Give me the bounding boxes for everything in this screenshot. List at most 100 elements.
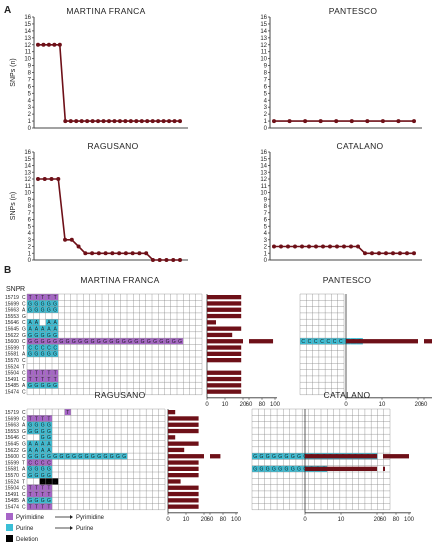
panel-label-a: A [4, 5, 11, 16]
variant-base: G [97, 339, 101, 345]
y-axis-label: SNPs (n) [10, 58, 17, 86]
y-tick-label: 15 [260, 157, 267, 163]
data-point [178, 119, 182, 124]
series-line [38, 178, 180, 261]
variant-base: G [28, 454, 32, 460]
variant-cell [120, 338, 127, 345]
variant-cell [45, 350, 52, 357]
bar-tick-label: 10 [338, 517, 345, 523]
variant-base: G [28, 383, 32, 389]
variant-cell [45, 459, 53, 466]
variant-cell [33, 350, 40, 357]
data-point [396, 119, 401, 124]
y-tick-label: 13 [260, 36, 267, 42]
frequency-bar [168, 498, 199, 503]
variant-cell [33, 453, 40, 460]
variant-cell [170, 338, 177, 345]
variant-cell [64, 338, 71, 345]
variant-cell [33, 338, 40, 345]
variant-base: T [47, 377, 50, 383]
data-point [356, 244, 360, 249]
variant-cell [45, 484, 53, 491]
variant-cell [70, 338, 77, 345]
variant-base: G [53, 339, 57, 345]
data-point [123, 251, 128, 256]
y-tick-label: 2 [28, 245, 32, 251]
reference-base: C [22, 390, 26, 396]
variant-base: G [34, 339, 38, 345]
frequency-bar [168, 441, 199, 446]
variant-base: G [278, 467, 282, 473]
variant-base: T [54, 377, 57, 383]
reference-base: G [22, 442, 26, 448]
variant-base: G [116, 454, 120, 460]
snp-position: 15599 [5, 345, 19, 351]
variant-base: T [35, 371, 38, 377]
variant-cell [283, 465, 290, 472]
variant-cell [39, 472, 46, 479]
variant-base: G [272, 467, 276, 473]
y-tick-label: 4 [264, 231, 268, 237]
reference-base: C [22, 377, 26, 383]
variant-base: C [41, 460, 45, 466]
variant-cell [33, 306, 40, 313]
legend-label-pyrimidine: Pyrimidine [16, 515, 45, 521]
variant-cell [158, 338, 165, 345]
frequency-bar [207, 351, 242, 356]
reference-base: C [22, 320, 26, 326]
variant-base: G [253, 467, 257, 473]
legend-swatch-pyrimidine [6, 513, 13, 520]
y-tick-label: 6 [264, 218, 268, 224]
reference-base: G [22, 333, 26, 339]
variant-cell [27, 446, 34, 454]
reference-base: C [22, 358, 26, 364]
y-tick-label: 10 [260, 191, 267, 197]
variant-base: T [47, 371, 50, 377]
data-point [117, 251, 122, 256]
variant-cell [33, 421, 40, 428]
variant-base: A [53, 327, 57, 333]
data-point [172, 119, 177, 124]
frequency-bar [207, 370, 242, 375]
snp-position: 15645 [5, 442, 19, 448]
variant-base: T [35, 295, 38, 301]
y-tick-label: 11 [25, 184, 32, 190]
snp-position: 15599 [5, 460, 19, 466]
bar-tick-label: 60 [380, 517, 387, 523]
bar-tick-label: 10 [183, 517, 190, 523]
variant-cell [39, 427, 46, 435]
variant-cell [27, 350, 34, 357]
bar-tick-label: 60 [421, 402, 428, 408]
y-tick-label: 4 [28, 231, 32, 237]
variant-cell [27, 306, 34, 313]
variant-base: G [103, 454, 107, 460]
snp-position: 15504 [5, 371, 19, 377]
data-point [117, 119, 122, 124]
y-tick-label: 12 [24, 43, 31, 49]
reference-base: T [22, 345, 25, 351]
variant-cell [33, 415, 40, 422]
reference-base: C [22, 416, 26, 422]
variant-cell [45, 446, 53, 454]
variant-cell [39, 369, 46, 376]
variant-base: C [333, 339, 337, 345]
variant-cell [145, 338, 152, 345]
variant-base: G [109, 339, 113, 345]
variant-base: G [41, 429, 45, 435]
variant-base: G [28, 301, 32, 307]
variant-cell [252, 453, 259, 460]
variant-cell [39, 484, 46, 491]
table-title: CATALANO [324, 390, 371, 400]
y-tick-label: 7 [28, 211, 32, 217]
variant-cell [33, 440, 40, 447]
data-point [314, 244, 318, 249]
variant-base: G [41, 423, 45, 429]
data-point [307, 244, 311, 249]
frequency-bar-extension [424, 339, 432, 344]
y-tick-label: 14 [260, 29, 267, 35]
variant-cell [45, 369, 52, 376]
variant-cell [39, 294, 46, 301]
snp-position: 15646 [5, 435, 19, 441]
